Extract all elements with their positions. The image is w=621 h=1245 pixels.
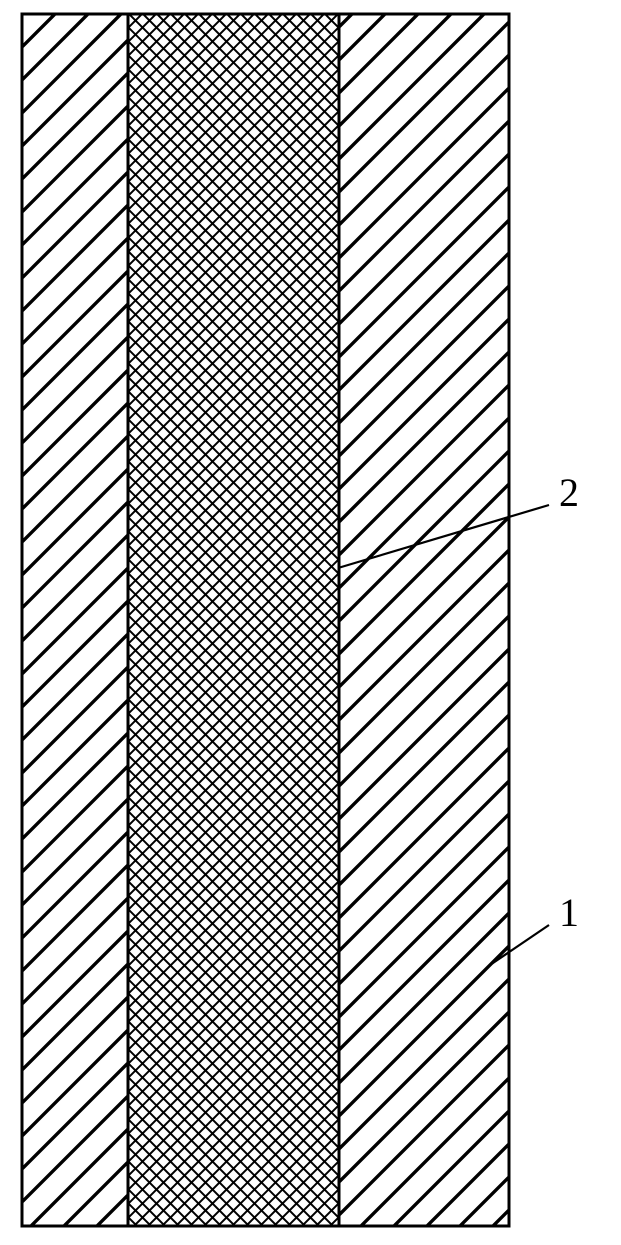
diagram-stage: 21 — [0, 0, 621, 1240]
label-2: 2 — [559, 473, 579, 513]
diagram-svg — [0, 0, 621, 1240]
label-1: 1 — [559, 893, 579, 933]
